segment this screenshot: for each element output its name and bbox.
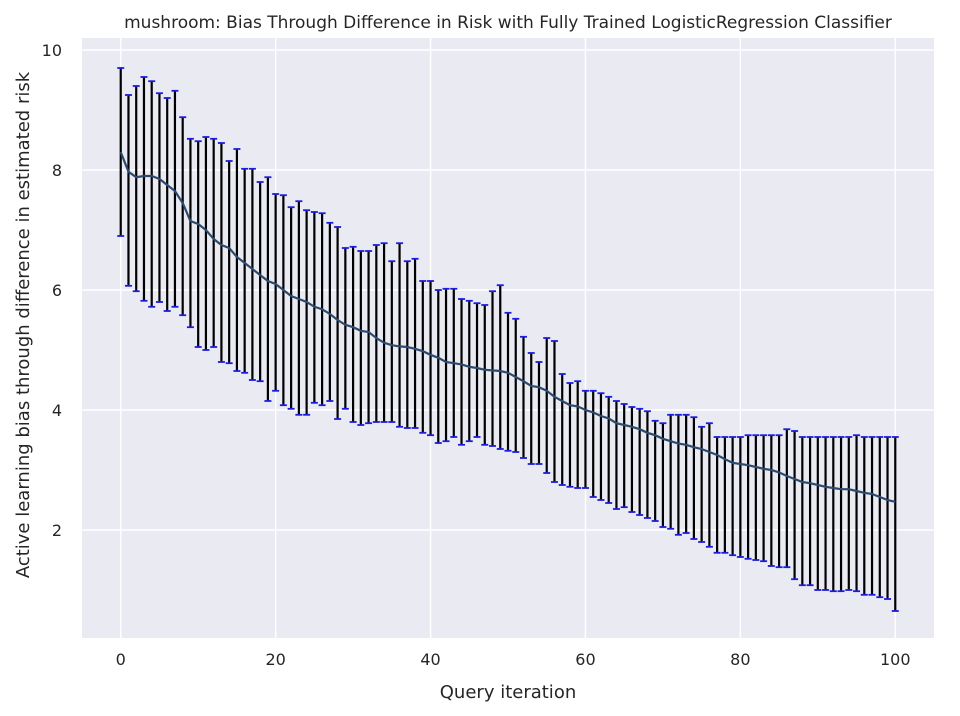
y-tick-label: 6 xyxy=(52,281,62,300)
mean-line xyxy=(119,151,896,503)
x-tick-label: 100 xyxy=(880,650,911,669)
x-tick-label: 0 xyxy=(116,650,126,669)
y-tick-label: 10 xyxy=(42,41,62,60)
x-tick-label: 80 xyxy=(730,650,750,669)
chart-title: mushroom: Bias Through Difference in Ris… xyxy=(124,13,892,33)
x-tick-label: 20 xyxy=(265,650,285,669)
y-tick-label: 2 xyxy=(52,521,62,540)
error-bars xyxy=(117,67,899,612)
x-axis-label: Query iteration xyxy=(440,682,576,703)
x-tick-label: 40 xyxy=(420,650,440,669)
y-tick-label: 8 xyxy=(52,161,62,180)
tick-labels: 0 20 40 60 80 100 2 4 6 8 10 xyxy=(42,41,911,669)
y-axis-label: Active learning bias through difference … xyxy=(13,71,34,578)
x-tick-label: 60 xyxy=(575,650,595,669)
y-tick-label: 4 xyxy=(52,401,62,420)
